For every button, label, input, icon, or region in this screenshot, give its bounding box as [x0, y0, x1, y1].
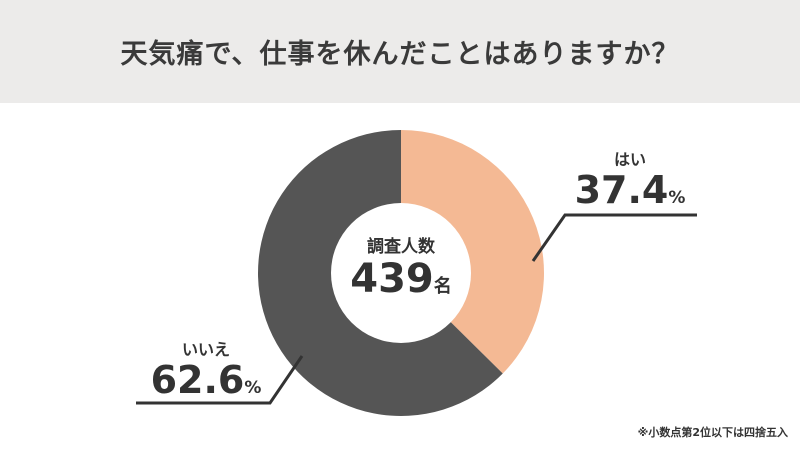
- label-yes-name: はい: [613, 150, 646, 169]
- chart-title: 天気痛で、仕事を休んだことはありますか？: [120, 39, 680, 70]
- label-no-name: いいえ: [181, 340, 230, 359]
- respondent-value: 439: [350, 256, 434, 302]
- slice-yes: [401, 130, 544, 374]
- title-banner: 天気痛で、仕事を休んだことはありますか？: [0, 0, 800, 103]
- respondent-unit: 名: [433, 276, 452, 297]
- label-no-value: 62.6: [150, 358, 245, 402]
- donut-hole: [331, 203, 471, 343]
- label-yes-value: 37.4: [574, 168, 669, 212]
- leader-line-no: [136, 355, 304, 405]
- label-no-unit: %: [244, 378, 262, 398]
- label-yes: はい 37.4%: [570, 146, 690, 210]
- label-no: いいえ 62.6%: [146, 336, 266, 400]
- rounding-footnote: ※小数点第2位以下は四捨五入: [637, 426, 788, 439]
- respondent-caption: 調査人数: [367, 237, 435, 257]
- leader-line-yes: [531, 213, 697, 262]
- respondent-count: 調査人数 439名: [331, 232, 471, 301]
- label-yes-unit: %: [668, 188, 686, 208]
